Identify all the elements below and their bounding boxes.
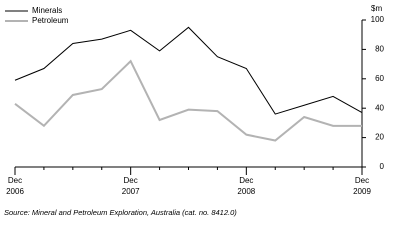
series-line [14,59,362,142]
y-tick-label: 60 [375,74,384,83]
x-tick-label: Dec 2009 [353,176,371,196]
y-tick-label: 0 [380,162,385,171]
x-tick-label: Dec 2006 [6,176,24,196]
legend-label: Minerals [32,6,62,15]
x-tick-label: Dec 2008 [237,176,256,196]
y-tick-label: 100 [371,15,385,24]
chart-container: $m Source: Mineral and Petroleum Explora… [4,4,385,217]
source-note: Source: Mineral and Petroleum Exploratio… [4,208,237,217]
y-tick-label: 20 [375,133,384,142]
x-tick-label: Dec 2007 [121,176,140,196]
y-tick-label: 80 [375,45,384,54]
chart: $m Source: Mineral and Petroleum Explora… [4,4,385,217]
series-line [14,26,363,115]
legend-label: Petroleum [32,16,69,25]
y-unit: $m [371,4,382,13]
y-tick-label: 40 [375,103,384,112]
